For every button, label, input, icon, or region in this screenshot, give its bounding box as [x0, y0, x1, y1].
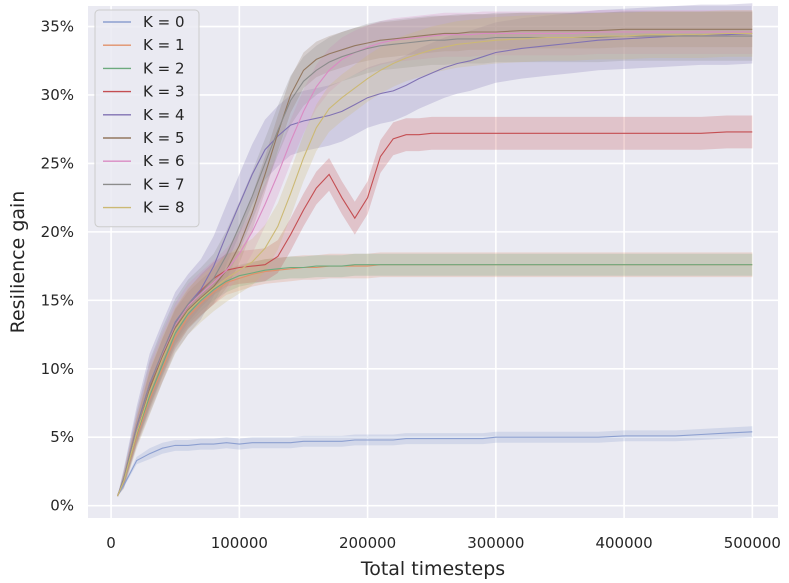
band-k6 [117, 10, 753, 497]
band-k8 [117, 10, 753, 497]
plot-background [88, 6, 778, 518]
x-tick-label-2: 200000 [339, 534, 396, 552]
x-tick-labels: 0 100000 200000 300000 400000 500000 [106, 534, 781, 552]
legend-label-k2: K = 2 [143, 59, 184, 77]
legend-label-k0: K = 0 [143, 13, 184, 31]
x-axis-label: Total timesteps [360, 558, 505, 580]
legend-label-k7: K = 7 [143, 175, 184, 193]
legend-label-k3: K = 3 [143, 83, 184, 101]
line-k8 [116, 32, 753, 497]
line-k2 [116, 264, 753, 497]
band-k4 [117, 3, 753, 497]
confidence-bands [117, 3, 753, 497]
legend: K = 0 K = 1 K = 2 K = 3 K = 4 K = 5 K = 6 K = 7… [94, 9, 200, 228]
y-tick-label-3: 15% [41, 291, 74, 309]
line-k4 [116, 32, 753, 497]
y-tick-label-2: 10% [41, 360, 74, 378]
legend-label-k4: K = 4 [143, 106, 184, 124]
band-k7 [117, 11, 753, 497]
legend-label-k8: K = 8 [143, 199, 184, 217]
legend-label-k6: K = 6 [143, 152, 184, 170]
y-tick-label-4: 20% [41, 223, 74, 241]
x-tick-label-1: 100000 [211, 534, 268, 552]
y-tick-labels: 0% 5% 10% 15% 20% 25% 30% 35% [41, 18, 74, 515]
y-tick-label-5: 25% [41, 154, 74, 172]
y-axis-label: Resilience gain [7, 191, 29, 334]
line-k0 [117, 431, 753, 497]
band-k0 [117, 426, 753, 497]
x-tick-label-4: 400000 [595, 534, 652, 552]
line-k5 [116, 28, 753, 497]
x-tick-label-5: 500000 [724, 534, 781, 552]
x-tick-label-0: 0 [106, 534, 116, 552]
series-lines [116, 28, 753, 497]
y-tick-label-6: 30% [41, 86, 74, 104]
y-tick-label-7: 35% [41, 18, 74, 36]
y-tick-label-1: 5% [50, 428, 74, 446]
band-k1 [117, 252, 753, 497]
y-tick-label-0: 0% [50, 497, 74, 515]
legend-box [94, 9, 200, 228]
band-k5 [117, 11, 753, 497]
x-tick-label-3: 300000 [467, 534, 524, 552]
line-k6 [116, 31, 753, 497]
grid-lines [88, 6, 778, 518]
legend-label-k5: K = 5 [143, 129, 184, 147]
legend-label-k1: K = 1 [143, 36, 184, 54]
